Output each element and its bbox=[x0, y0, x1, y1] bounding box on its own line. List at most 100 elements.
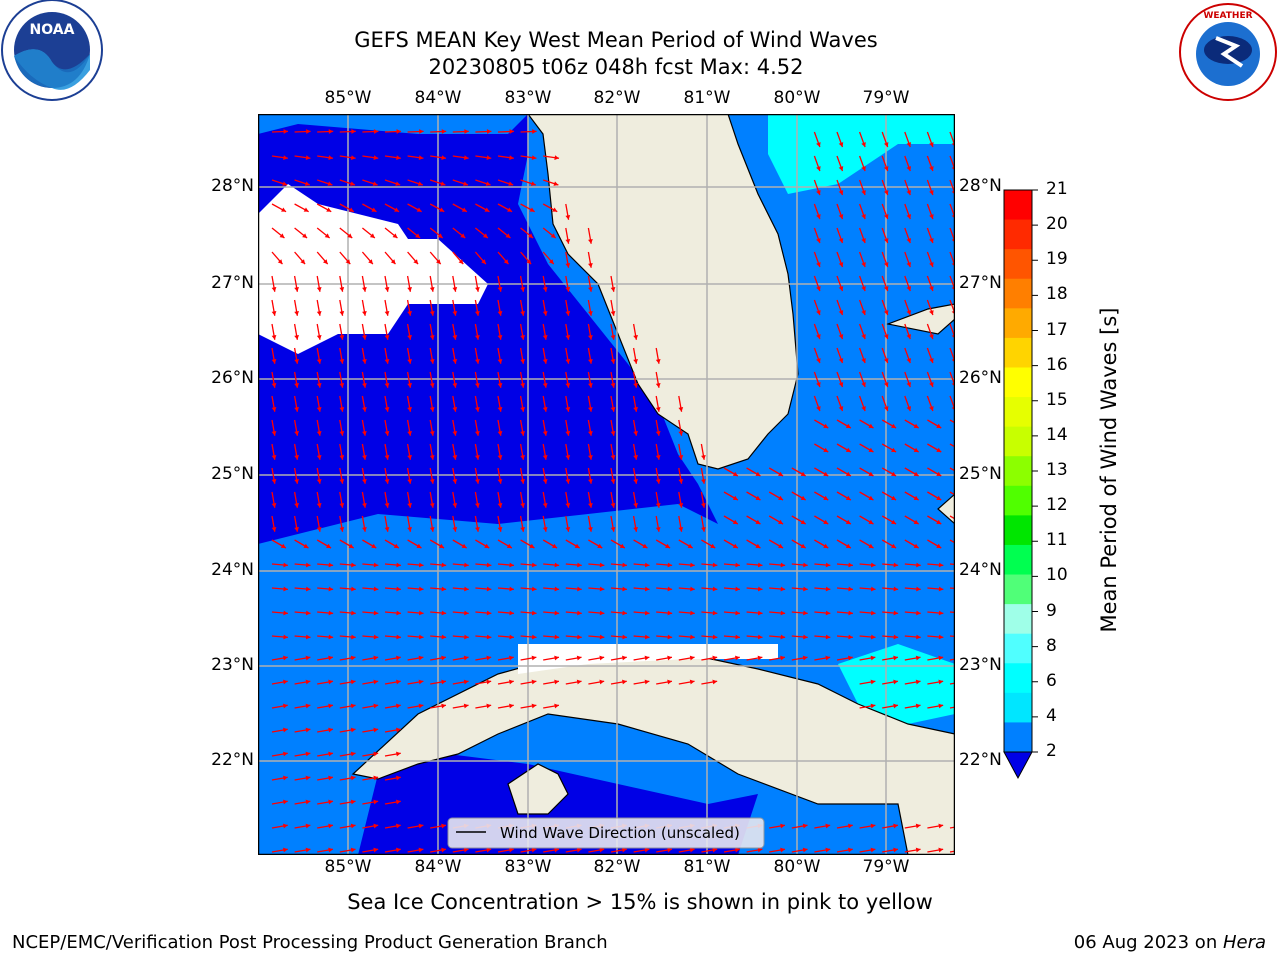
wind-wave-arrow bbox=[678, 655, 695, 661]
colorbar-segment bbox=[1004, 515, 1032, 546]
wind-wave-arrow bbox=[656, 847, 673, 853]
wind-wave-arrow bbox=[407, 562, 424, 568]
wind-wave-arrow bbox=[384, 323, 390, 340]
wind-wave-arrow bbox=[294, 655, 311, 661]
wind-wave-arrow bbox=[452, 419, 458, 436]
wind-wave-arrow bbox=[316, 251, 329, 265]
wind-wave-arrow bbox=[610, 275, 616, 292]
wind-wave-arrow bbox=[294, 539, 309, 549]
wind-wave-arrow bbox=[452, 227, 466, 239]
wind-wave-arrow bbox=[904, 515, 919, 525]
wind-wave-arrow bbox=[565, 562, 582, 568]
wind-wave-arrow bbox=[769, 610, 786, 616]
wind-wave-arrow bbox=[339, 727, 356, 733]
wind-wave-arrow bbox=[926, 251, 934, 268]
wind-wave-arrow bbox=[520, 847, 537, 853]
wind-wave-arrow bbox=[339, 562, 356, 568]
wind-wave-arrow bbox=[384, 799, 401, 805]
wind-wave-arrow bbox=[633, 655, 650, 661]
wind-wave-arrow bbox=[317, 703, 334, 709]
wind-wave-arrow bbox=[294, 227, 308, 239]
wind-wave-arrow bbox=[587, 491, 593, 508]
colorbar-tick-label: 14 bbox=[1046, 424, 1068, 445]
lat-label-right: 23°N bbox=[959, 655, 1002, 675]
wind-wave-arrow bbox=[317, 562, 334, 568]
wind-wave-arrow bbox=[271, 586, 288, 592]
wind-wave-arrow bbox=[927, 515, 942, 525]
wind-wave-arrow bbox=[271, 823, 288, 829]
wind-wave-arrow bbox=[294, 703, 311, 709]
wind-wave-arrow bbox=[859, 515, 874, 525]
wind-wave-arrow bbox=[813, 179, 821, 196]
wind-wave-arrow bbox=[271, 775, 288, 781]
wind-wave-arrow bbox=[543, 610, 560, 616]
wind-wave-arrow bbox=[859, 539, 874, 549]
wind-wave-arrow bbox=[406, 299, 412, 316]
wind-wave-arrow bbox=[384, 129, 402, 134]
wind-wave-arrow bbox=[361, 467, 367, 484]
map-legend: Wind Wave Direction (unscaled) bbox=[447, 817, 765, 849]
legend-label: Wind Wave Direction (unscaled) bbox=[500, 824, 740, 842]
wind-wave-arrow bbox=[294, 562, 311, 568]
wind-wave-arrow bbox=[858, 155, 866, 172]
wind-wave-arrow bbox=[769, 562, 786, 568]
colorbar-segment bbox=[1004, 633, 1032, 664]
wind-wave-arrow bbox=[406, 323, 412, 340]
wind-wave-arrow bbox=[429, 203, 445, 213]
lon-label-top: 80°W bbox=[773, 88, 821, 108]
wind-wave-arrow bbox=[452, 129, 469, 134]
wind-wave-arrow bbox=[316, 515, 322, 532]
wind-wave-arrow bbox=[723, 515, 739, 525]
wind-wave-arrow bbox=[904, 634, 921, 640]
wind-wave-arrow bbox=[316, 275, 322, 292]
colorbar-tick-label: 18 bbox=[1046, 284, 1068, 305]
wind-wave-arrow bbox=[836, 539, 852, 549]
wind-wave-arrow bbox=[678, 634, 695, 640]
wind-wave-arrow bbox=[362, 655, 379, 661]
chart-title-line2: 20230805 t06z 048h fcst Max: 4.52 bbox=[428, 55, 804, 79]
wind-wave-arrow bbox=[565, 586, 582, 592]
colorbar-tick-label: 16 bbox=[1046, 354, 1068, 375]
wind-wave-arrow bbox=[520, 227, 534, 239]
wind-wave-arrow bbox=[384, 467, 390, 484]
wind-wave-arrow bbox=[384, 275, 390, 292]
wind-wave-arrow bbox=[723, 847, 740, 853]
wind-wave-arrow bbox=[655, 371, 661, 388]
wind-wave-arrow bbox=[587, 467, 593, 484]
wind-wave-arrow bbox=[317, 823, 334, 829]
wind-wave-arrow bbox=[904, 443, 919, 453]
wind-wave-arrow bbox=[474, 467, 480, 484]
wind-wave-arrow bbox=[881, 419, 897, 429]
wind-wave-arrow bbox=[881, 227, 889, 244]
wind-wave-arrow bbox=[904, 703, 921, 709]
wind-wave-arrow bbox=[316, 203, 332, 213]
wind-wave-arrow bbox=[362, 703, 379, 709]
wind-wave-arrow bbox=[293, 371, 299, 388]
wind-wave-arrow bbox=[791, 655, 808, 661]
wind-wave-arrow bbox=[904, 227, 912, 244]
wind-wave-arrow bbox=[317, 655, 334, 661]
wind-wave-arrow bbox=[294, 203, 309, 213]
wind-wave-arrow bbox=[474, 515, 480, 532]
lon-label-bottom: 80°W bbox=[773, 857, 821, 877]
footer-host: Hera bbox=[1222, 932, 1266, 953]
wind-wave-arrow bbox=[271, 203, 287, 213]
wind-wave-arrow bbox=[701, 634, 718, 640]
wind-wave-arrow bbox=[858, 347, 866, 364]
wind-wave-arrow bbox=[881, 251, 889, 268]
wind-wave-arrow bbox=[475, 847, 492, 853]
nws-logo: WEATHER bbox=[1179, 3, 1277, 101]
wind-wave-arrow bbox=[362, 179, 378, 186]
wind-wave-arrow bbox=[632, 395, 638, 412]
wind-wave-arrow bbox=[858, 275, 866, 292]
wind-wave-arrow bbox=[384, 299, 390, 316]
wind-wave-arrow bbox=[814, 610, 831, 616]
wind-wave-arrow bbox=[519, 395, 525, 412]
wind-wave-arrow bbox=[497, 275, 503, 292]
wind-wave-arrow bbox=[813, 131, 821, 148]
wind-wave-arrow bbox=[475, 562, 492, 568]
wind-wave-arrow bbox=[452, 347, 458, 364]
wind-wave-arrow bbox=[882, 703, 899, 709]
wind-wave-arrow bbox=[429, 347, 435, 364]
lat-label-left: 26°N bbox=[211, 368, 254, 388]
